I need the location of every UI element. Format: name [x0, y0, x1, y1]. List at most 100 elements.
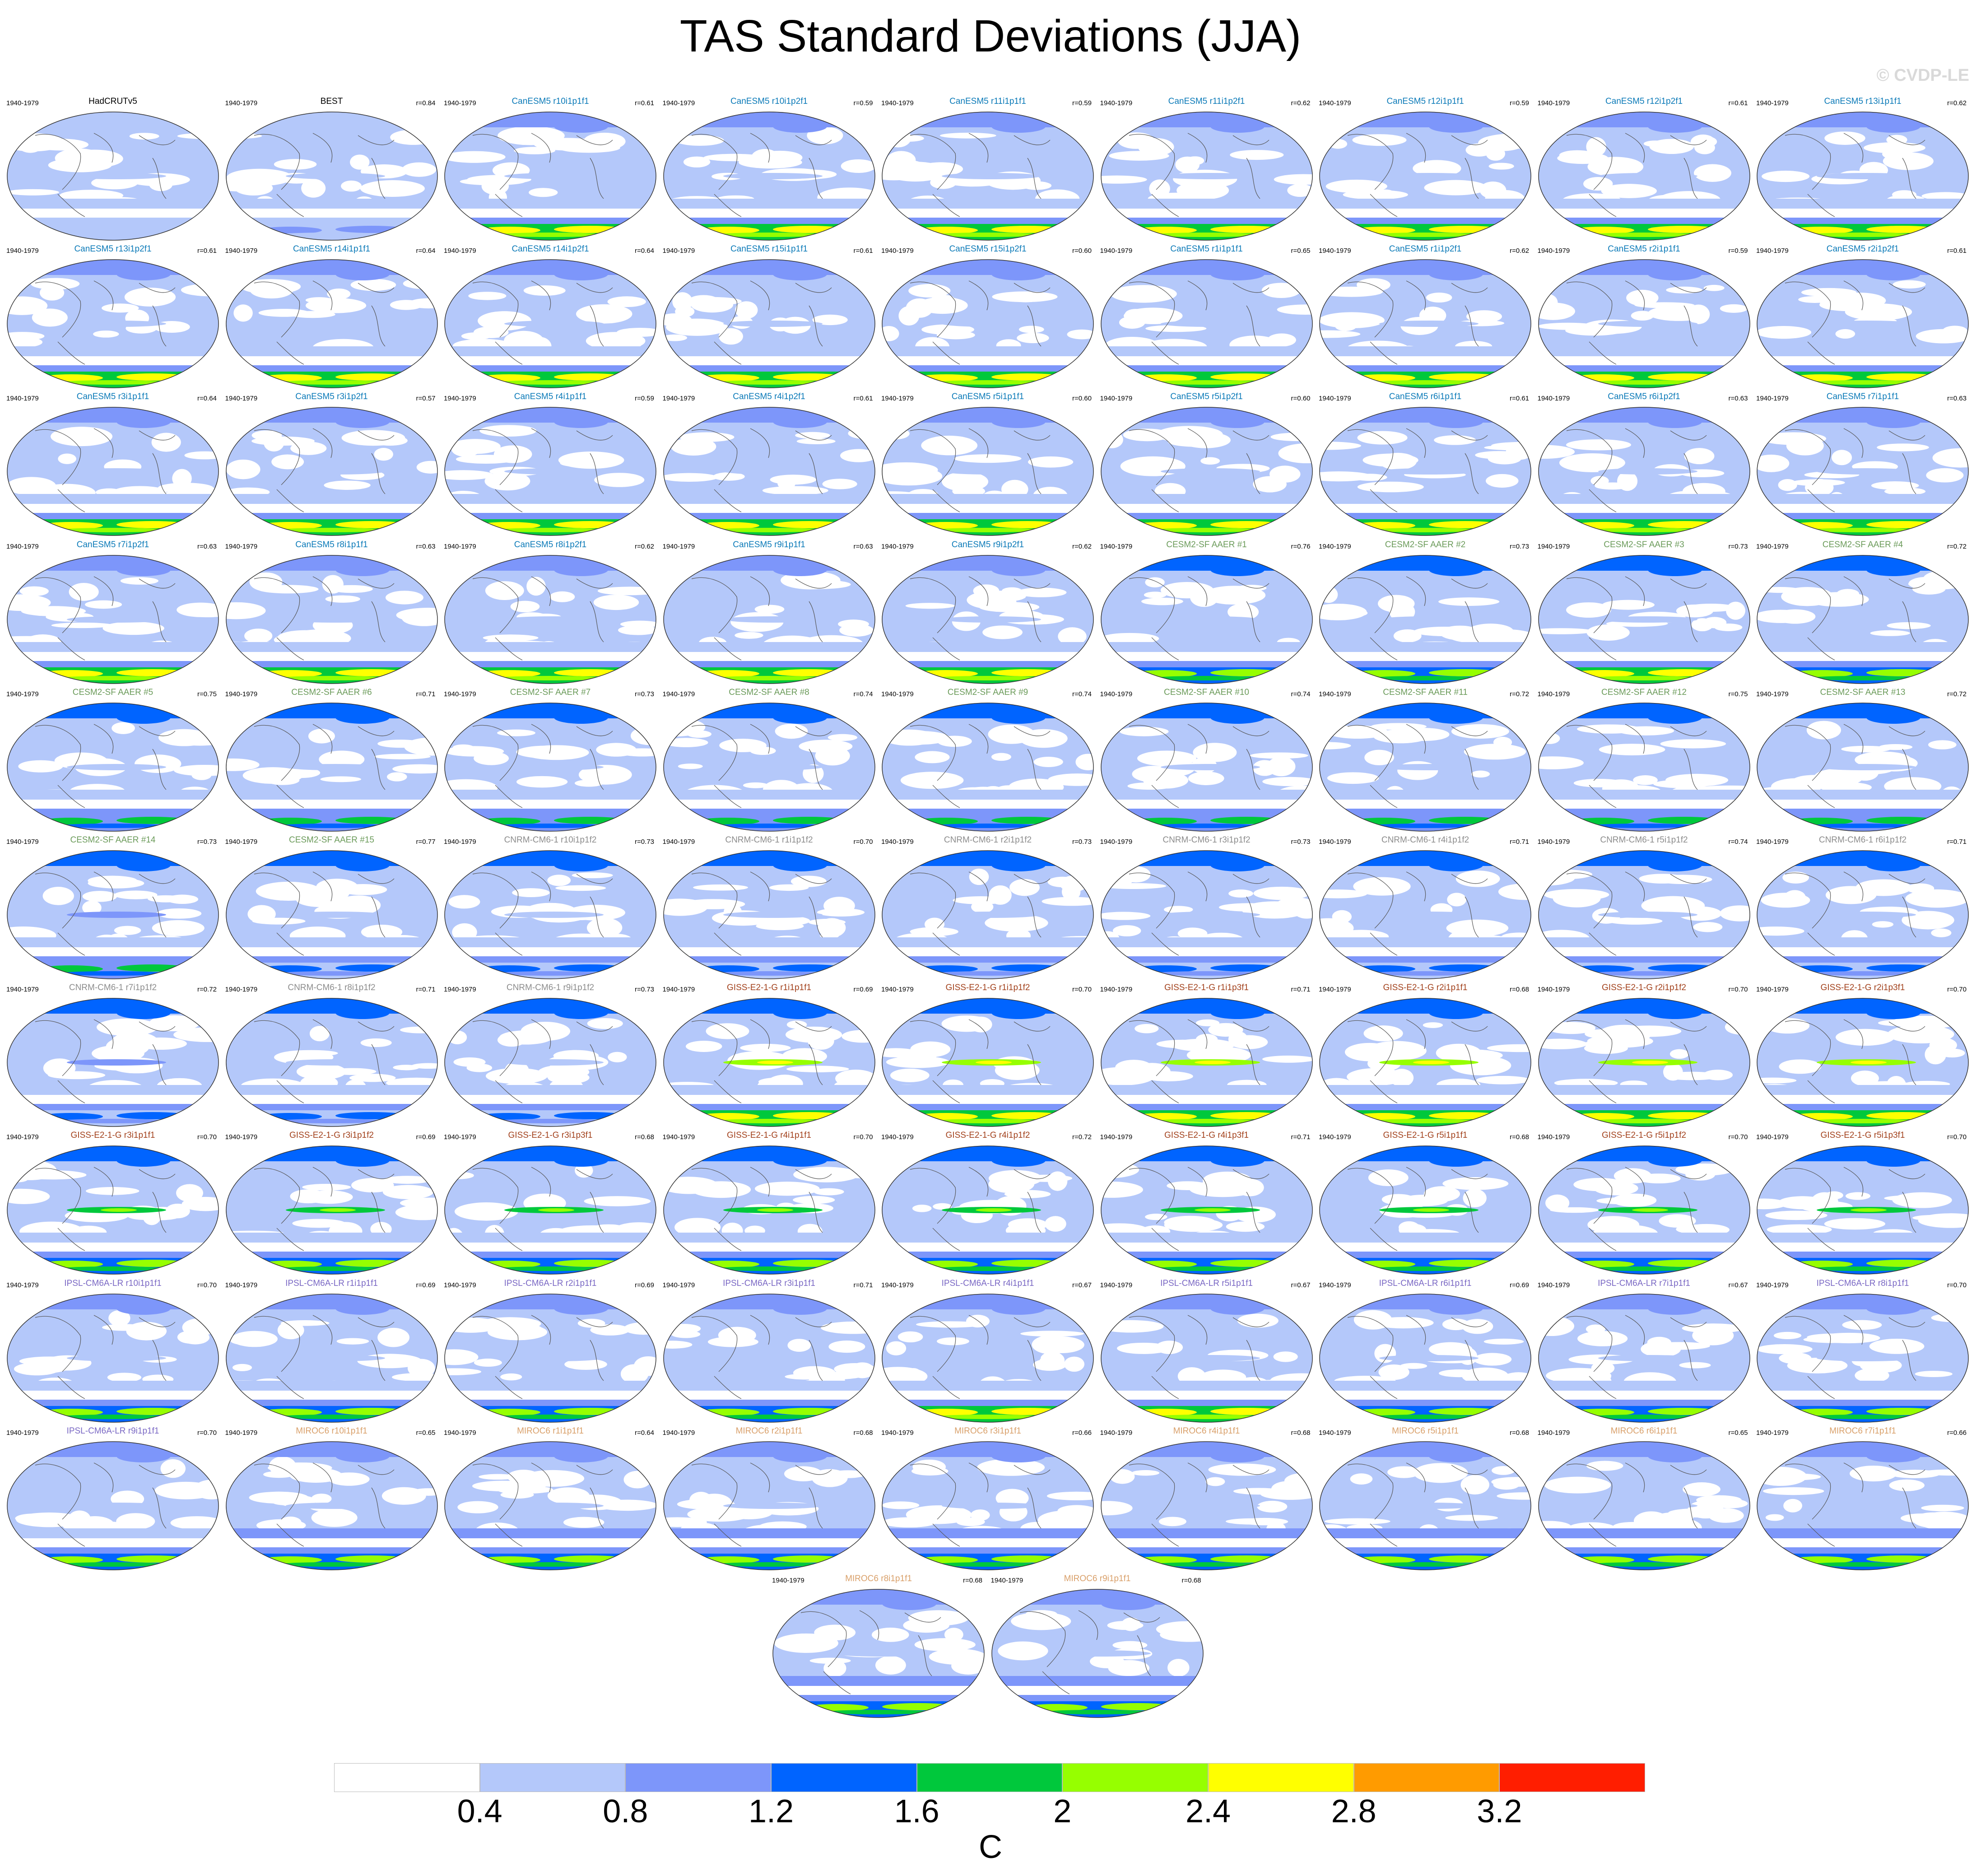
panel-correlation: r=0.66 — [1072, 1429, 1092, 1437]
map-panel: 1940-1979 CanESM5 r8i1p1f1 r=0.63 — [223, 538, 441, 687]
panel-period: 1940-1979 — [772, 1577, 804, 1584]
panel-correlation: r=0.59 — [1510, 99, 1529, 107]
panel-correlation: r=0.72 — [1510, 690, 1529, 698]
robinson-map — [7, 112, 219, 241]
map-panel: 1940-1979 GISS-E2-1-G r3i1p1f2 r=0.69 — [223, 1129, 441, 1278]
map-panel: 1940-1979 CESM2-SF AAER #5 r=0.75 — [4, 686, 222, 835]
panel-period: 1940-1979 — [1537, 986, 1570, 994]
colorbar-swatch — [771, 1763, 917, 1792]
map-panel: 1940-1979 CESM2-SF AAER #9 r=0.74 — [879, 686, 1097, 835]
panel-title: CanESM5 r3i1p2f1 — [295, 392, 368, 402]
panel-period: 1940-1979 — [1756, 542, 1789, 550]
map-panel: 1940-1979 CESM2-SF AAER #4 r=0.72 — [1753, 538, 1972, 687]
panel-title: GISS-E2-1-G r1i1p1f2 — [945, 983, 1030, 993]
panel-correlation: r=0.70 — [1072, 986, 1092, 994]
map-panel: 1940-1979 IPSL-CM6A-LR r4i1p1f1 r=0.67 — [879, 1277, 1097, 1426]
panel-period: 1940-1979 — [662, 690, 695, 698]
panel-correlation: r=0.62 — [1947, 99, 1967, 107]
map-panel: 1940-1979 IPSL-CM6A-LR r10i1p1f1 r=0.70 — [4, 1277, 222, 1426]
panel-title: CanESM5 r10i1p1f1 — [512, 97, 589, 106]
robinson-map — [1757, 554, 1969, 684]
panel-period: 1940-1979 — [1756, 690, 1789, 698]
panel-title: MIROC6 r6i1p1f1 — [1610, 1426, 1678, 1436]
panel-correlation: r=0.74 — [1072, 690, 1092, 698]
robinson-map — [663, 259, 875, 388]
colorbar-tick-label: 2 — [1053, 1793, 1072, 1829]
map-panel: 1940-1979 CanESM5 r10i1p1f1 r=0.61 — [441, 95, 660, 244]
panel-title: CESM2-SF AAER #14 — [70, 835, 156, 845]
robinson-map — [1319, 703, 1531, 832]
map-panel: 1940-1979 CanESM5 r13i1p1f1 r=0.62 — [1753, 95, 1972, 244]
panel-period: 1940-1979 — [225, 838, 258, 846]
map-panel: 1940-1979 IPSL-CM6A-LR r2i1p1f1 r=0.69 — [441, 1277, 660, 1426]
robinson-map — [1319, 554, 1531, 684]
robinson-map — [225, 112, 438, 241]
panel-period: 1940-1979 — [6, 986, 39, 994]
panel-title: IPSL-CM6A-LR r5i1p1f1 — [1160, 1278, 1253, 1288]
robinson-map — [444, 407, 656, 536]
robinson-map — [1757, 259, 1969, 388]
panel-correlation: r=0.71 — [1291, 1133, 1311, 1141]
robinson-map — [7, 1441, 219, 1570]
panel-period: 1940-1979 — [1756, 986, 1789, 994]
panel-correlation: r=0.64 — [635, 247, 654, 255]
panel-title: CanESM5 r9i1p2f1 — [951, 540, 1024, 549]
panel-correlation: r=0.61 — [853, 247, 873, 255]
robinson-map — [1319, 850, 1531, 979]
panel-correlation: r=0.71 — [1291, 986, 1311, 994]
panel-title: CanESM5 r4i1p1f1 — [514, 392, 587, 402]
panel-correlation: r=0.70 — [197, 1281, 217, 1289]
panel-title: CNRM-CM6-1 r7i1p1f2 — [69, 983, 157, 993]
map-panel: 1940-1979 CanESM5 r6i1p1f1 r=0.61 — [1316, 390, 1535, 539]
panel-correlation: r=0.70 — [197, 1429, 217, 1437]
robinson-map — [882, 407, 1094, 536]
panel-correlation: r=0.71 — [1947, 838, 1967, 846]
panel-title: GISS-E2-1-G r5i1p3f1 — [1820, 1131, 1905, 1140]
robinson-map — [7, 554, 219, 684]
panel-title: CNRM-CM6-1 r3i1p1f2 — [1163, 835, 1251, 845]
panel-period: 1940-1979 — [1537, 1133, 1570, 1141]
panel-correlation: r=0.61 — [1947, 247, 1967, 255]
colorbar-unit: C — [979, 1829, 1002, 1865]
panel-period: 1940-1979 — [1537, 542, 1570, 550]
panel-title: GISS-E2-1-G r3i1p3f1 — [508, 1131, 593, 1140]
robinson-map — [444, 259, 656, 388]
panel-correlation: r=0.63 — [1728, 395, 1748, 403]
panel-correlation: r=0.72 — [1072, 1133, 1092, 1141]
robinson-map — [444, 1441, 656, 1570]
robinson-map — [882, 998, 1094, 1127]
panel-period: 1940-1979 — [1319, 690, 1351, 698]
robinson-map — [7, 998, 219, 1127]
panel-title: CanESM5 r7i1p1f1 — [1826, 392, 1899, 402]
map-panel: 1940-1979 GISS-E2-1-G r2i1p1f2 r=0.70 — [1535, 981, 1753, 1130]
panel-period: 1940-1979 — [225, 395, 258, 403]
panel-title: MIROC6 r2i1p1f1 — [735, 1426, 803, 1436]
panel-period: 1940-1979 — [1319, 838, 1351, 846]
map-panel: 1940-1979 CESM2-SF AAER #7 r=0.73 — [441, 686, 660, 835]
robinson-map — [1757, 850, 1969, 979]
panel-title: CanESM5 r7i1p2f1 — [76, 540, 149, 549]
panel-correlation: r=0.74 — [1728, 838, 1748, 846]
panel-period: 1940-1979 — [1100, 1281, 1133, 1289]
panel-title: CESM2-SF AAER #10 — [1163, 687, 1250, 697]
robinson-map — [444, 850, 656, 979]
panel-title: CanESM5 r5i1p2f1 — [1170, 392, 1243, 402]
panel-title: MIROC6 r3i1p1f1 — [954, 1426, 1021, 1436]
panel-title: CanESM5 r1i1p1f1 — [1170, 244, 1243, 254]
panel-title: CanESM5 r12i1p2f1 — [1605, 97, 1683, 106]
panel-correlation: r=0.70 — [1728, 986, 1748, 994]
map-panel: 1940-1979 MIROC6 r10i1p1f1 r=0.65 — [223, 1424, 441, 1573]
panel-correlation: r=0.75 — [1728, 690, 1748, 698]
robinson-map — [663, 1441, 875, 1570]
panel-period: 1940-1979 — [881, 99, 914, 107]
robinson-map — [1538, 407, 1750, 536]
panel-correlation: r=0.61 — [197, 247, 217, 255]
panel-correlation: r=0.66 — [1947, 1429, 1967, 1437]
panel-period: 1940-1979 — [1319, 1133, 1351, 1141]
robinson-map — [1538, 1293, 1750, 1423]
map-panel: 1940-1979 CESM2-SF AAER #15 r=0.77 — [223, 833, 441, 982]
panel-period: 1940-1979 — [1100, 247, 1133, 255]
robinson-map — [444, 112, 656, 241]
robinson-map — [1100, 554, 1313, 684]
map-panel: 1940-1979 IPSL-CM6A-LR r7i1p1f1 r=0.67 — [1535, 1277, 1753, 1426]
